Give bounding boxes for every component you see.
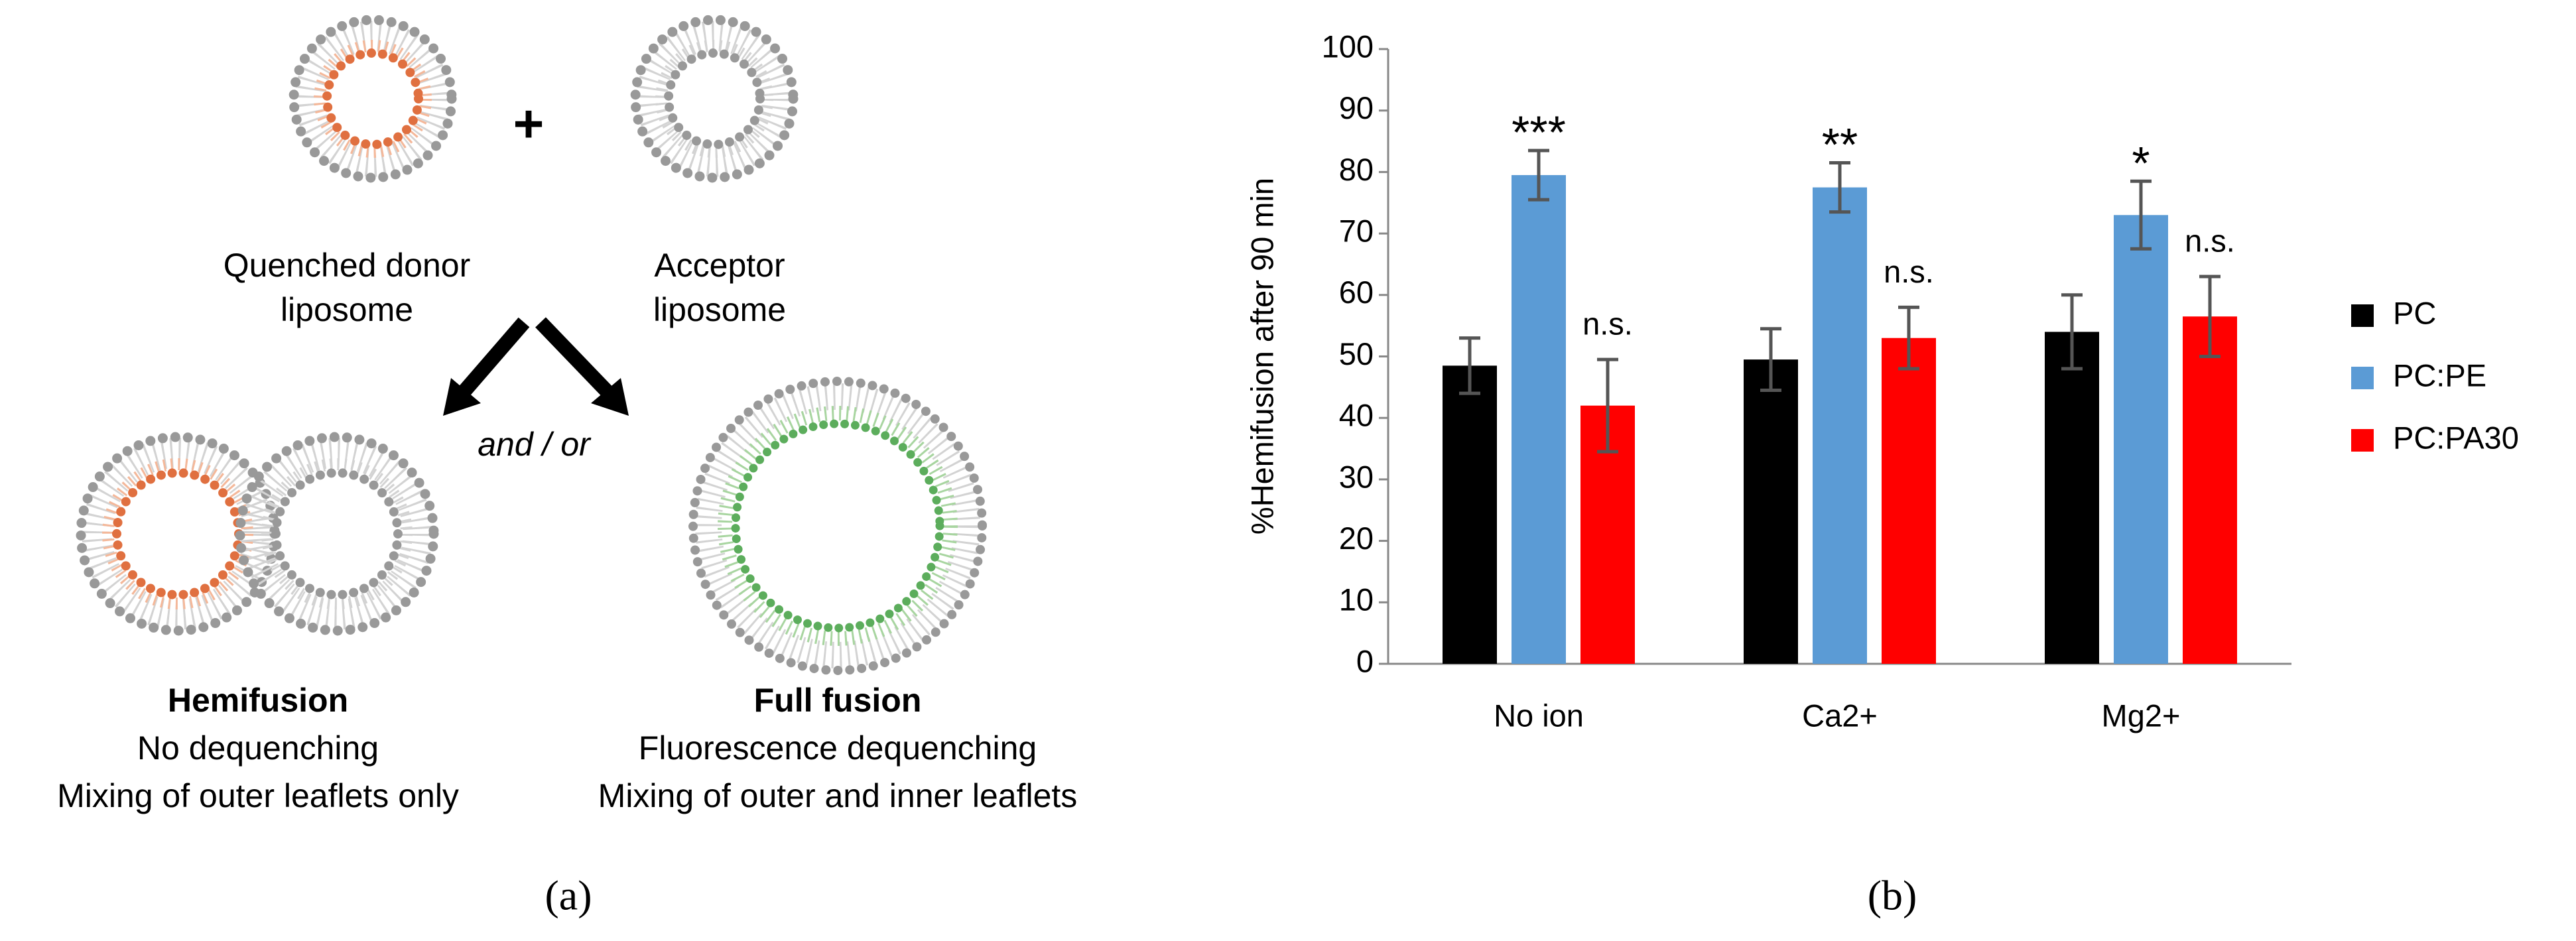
label: Acceptor [654,247,785,284]
legend-label: PC:PA30 [2393,420,2519,455]
annotation: ** [1822,119,1858,170]
y-tick-label: 40 [1339,398,1374,433]
label: liposome [281,291,413,328]
error-bar [2061,293,2083,371]
annotation: *** [1512,106,1566,158]
x-tick-label: Mg2+ [2102,698,2181,733]
x-tick-label: Ca2+ [1802,698,1878,733]
label: Mixing of outer and inner leaflets [598,777,1078,814]
arrowhead [591,378,629,416]
annotation: * [2132,137,2150,189]
label: Fluorescence dequenching [639,729,1037,767]
donor-liposome [294,20,452,178]
legend-label: PC:PE [2393,357,2486,393]
hemifusion-liposomes [76,432,439,636]
plus: + [513,94,545,153]
bar [2114,215,2168,664]
error-bar [1829,160,1850,214]
arrows [458,317,612,397]
annotation: n.s. [2185,223,2235,258]
bar [2183,316,2237,664]
bar [2045,332,2099,664]
arrowhead [443,378,481,416]
connector: and / or [478,426,592,463]
error-bar [1528,149,1549,202]
label: Quenched donor [224,247,471,284]
panel-label: (a) [545,872,592,919]
bar [1813,187,1867,664]
y-axis-label: %Hemifusion after 90 min [1244,178,1279,534]
y-tick-label: 100 [1322,29,1374,64]
label: Mixing of outer leaflets only [57,777,459,814]
label: liposome [653,291,786,328]
full-fusion-liposome [688,377,987,675]
y-tick-label: 90 [1339,90,1374,125]
panel-label: (b) [1868,872,1917,919]
x-tick-label: No ion [1494,698,1584,733]
legend-swatch [2351,429,2374,452]
error-bar [1459,336,1480,395]
error-bar [1597,357,1618,454]
y-tick-label: 60 [1339,275,1374,310]
label: No dequenching [137,729,379,767]
error-bar [2199,275,2221,358]
legend-swatch [2351,367,2374,389]
y-tick-label: 0 [1356,643,1374,678]
bar [1744,359,1798,664]
y-tick-label: 20 [1339,521,1374,556]
legend-label: PC [2393,295,2436,330]
acceptor-liposome [635,20,793,178]
legend-swatch [2351,304,2374,327]
hemifusion-title: Hemifusion [168,682,348,719]
bar [1512,175,1566,664]
annotation: n.s. [1582,306,1633,342]
y-tick-label: 30 [1339,459,1374,494]
full-fusion-title: Full fusion [754,682,922,719]
error-bar [1898,305,1919,371]
y-tick-label: 70 [1339,214,1374,249]
y-tick-label: 50 [1339,336,1374,371]
error-bar [1760,327,1781,392]
error-bar [2130,179,2152,251]
annotation: n.s. [1884,254,1934,289]
y-tick-label: 10 [1339,582,1374,617]
y-tick-label: 80 [1339,152,1374,187]
bar [1882,338,1936,664]
bar [1443,365,1497,664]
